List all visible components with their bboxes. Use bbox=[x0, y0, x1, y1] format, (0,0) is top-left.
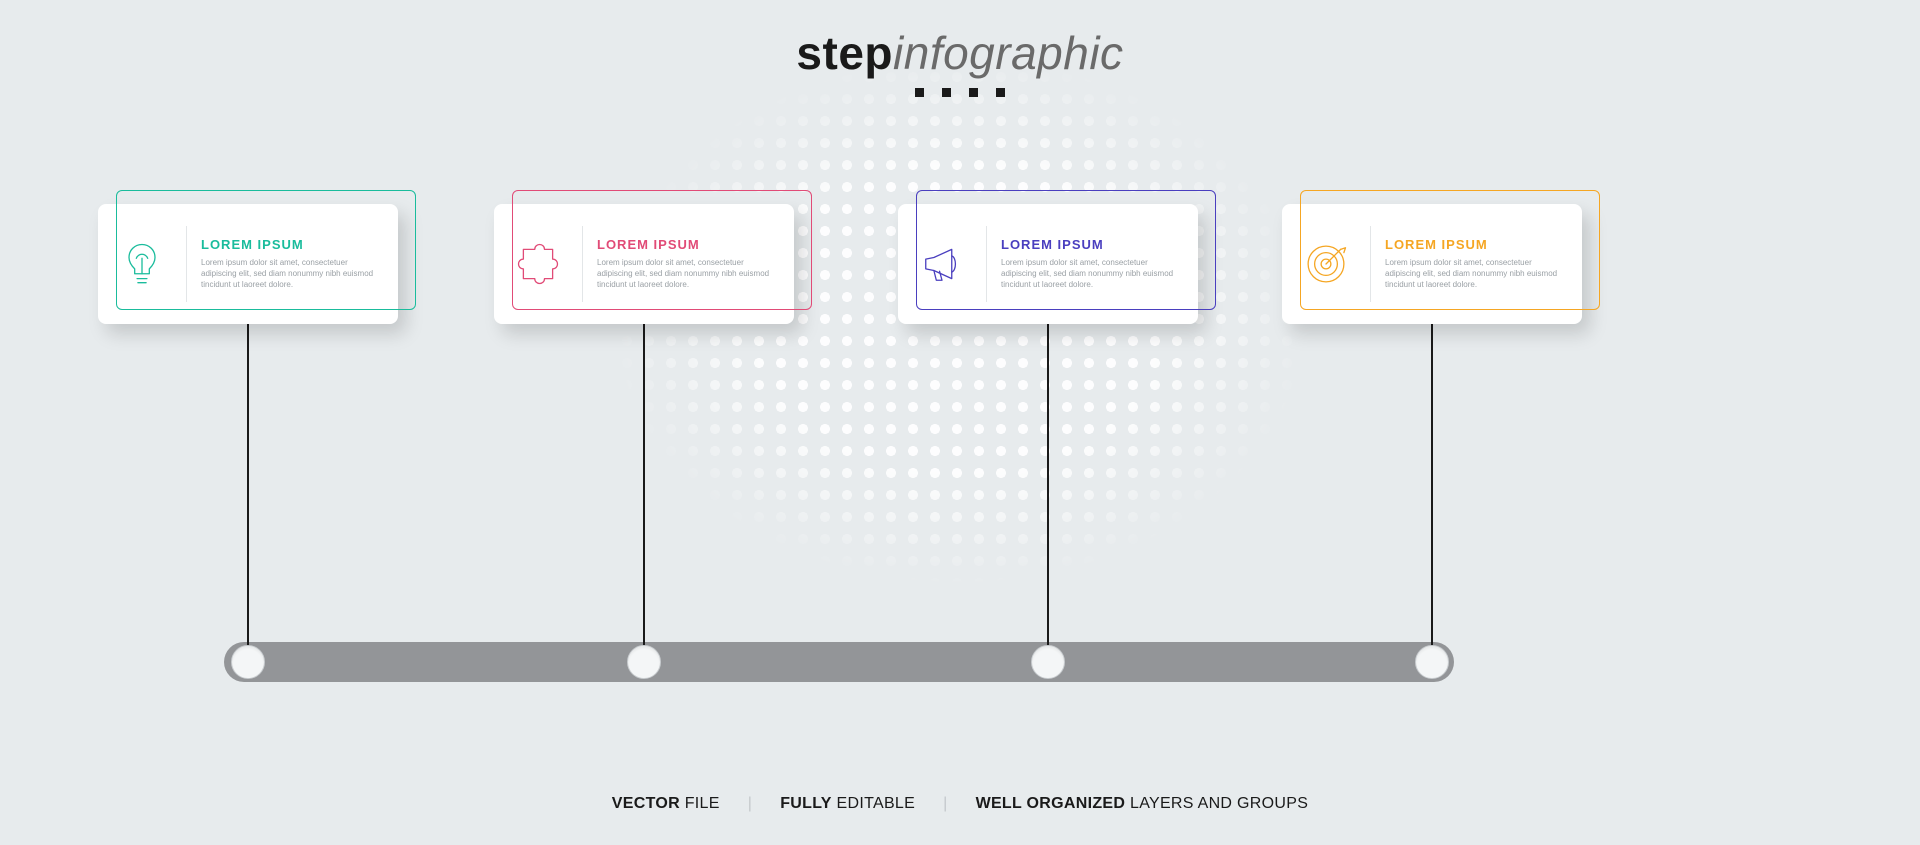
card-title: LOREM IPSUM bbox=[1001, 237, 1180, 252]
lightbulb-icon bbox=[112, 238, 172, 290]
card-title: LOREM IPSUM bbox=[1385, 237, 1564, 252]
card-description: Lorem ipsum dolor sit amet, consectetuer… bbox=[597, 258, 776, 290]
footer-item-rest: EDITABLE bbox=[832, 795, 915, 812]
footer-item-bold: WELL ORGANIZED bbox=[976, 795, 1126, 812]
footer-separator: | bbox=[748, 795, 752, 812]
footer-item-bold: FULLY bbox=[780, 795, 832, 812]
step-card: LOREM IPSUM Lorem ipsum dolor sit amet, c… bbox=[1282, 204, 1582, 324]
card-inner: LOREM IPSUM Lorem ipsum dolor sit amet, c… bbox=[1282, 204, 1582, 324]
timeline-bar bbox=[224, 642, 1454, 682]
card-inner: LOREM IPSUM Lorem ipsum dolor sit amet, c… bbox=[494, 204, 794, 324]
card-divider bbox=[186, 226, 187, 302]
card-text: LOREM IPSUM Lorem ipsum dolor sit amet, c… bbox=[1385, 237, 1564, 290]
megaphone-icon bbox=[912, 238, 972, 290]
footer: VECTOR FILE | FULLY EDITABLE | WELL ORGANIZE… bbox=[0, 795, 1920, 813]
target-icon bbox=[1296, 238, 1356, 290]
infographic-stage: LOREM IPSUM Lorem ipsum dolor sit amet, c… bbox=[0, 0, 1920, 845]
card-title: LOREM IPSUM bbox=[201, 237, 380, 252]
footer-item-rest: FILE bbox=[680, 795, 720, 812]
card-divider bbox=[582, 226, 583, 302]
step-card: LOREM IPSUM Lorem ipsum dolor sit amet, c… bbox=[898, 204, 1198, 324]
connector-line bbox=[1431, 324, 1433, 662]
card-title: LOREM IPSUM bbox=[597, 237, 776, 252]
card-text: LOREM IPSUM Lorem ipsum dolor sit amet, c… bbox=[201, 237, 380, 290]
footer-item-bold: VECTOR bbox=[612, 795, 680, 812]
connector-line bbox=[247, 324, 249, 662]
card-divider bbox=[986, 226, 987, 302]
footer-item: WELL ORGANIZED LAYERS AND GROUPS bbox=[976, 795, 1309, 812]
timeline-node bbox=[1031, 645, 1065, 679]
card-description: Lorem ipsum dolor sit amet, consectetuer… bbox=[1001, 258, 1180, 290]
step-card: LOREM IPSUM Lorem ipsum dolor sit amet, c… bbox=[98, 204, 398, 324]
card-divider bbox=[1370, 226, 1371, 302]
card-text: LOREM IPSUM Lorem ipsum dolor sit amet, c… bbox=[597, 237, 776, 290]
connector-line bbox=[1047, 324, 1049, 662]
card-description: Lorem ipsum dolor sit amet, consectetuer… bbox=[201, 258, 380, 290]
footer-separator: | bbox=[943, 795, 947, 812]
puzzle-icon bbox=[508, 238, 568, 290]
timeline-node bbox=[627, 645, 661, 679]
step-card: LOREM IPSUM Lorem ipsum dolor sit amet, c… bbox=[494, 204, 794, 324]
timeline-node bbox=[1415, 645, 1449, 679]
card-description: Lorem ipsum dolor sit amet, consectetuer… bbox=[1385, 258, 1564, 290]
footer-item: FULLY EDITABLE bbox=[780, 795, 915, 812]
connector-line bbox=[643, 324, 645, 662]
card-text: LOREM IPSUM Lorem ipsum dolor sit amet, c… bbox=[1001, 237, 1180, 290]
footer-item-rest: LAYERS AND GROUPS bbox=[1125, 795, 1308, 812]
footer-item: VECTOR FILE bbox=[612, 795, 720, 812]
card-inner: LOREM IPSUM Lorem ipsum dolor sit amet, c… bbox=[898, 204, 1198, 324]
timeline-node bbox=[231, 645, 265, 679]
card-inner: LOREM IPSUM Lorem ipsum dolor sit amet, c… bbox=[98, 204, 398, 324]
